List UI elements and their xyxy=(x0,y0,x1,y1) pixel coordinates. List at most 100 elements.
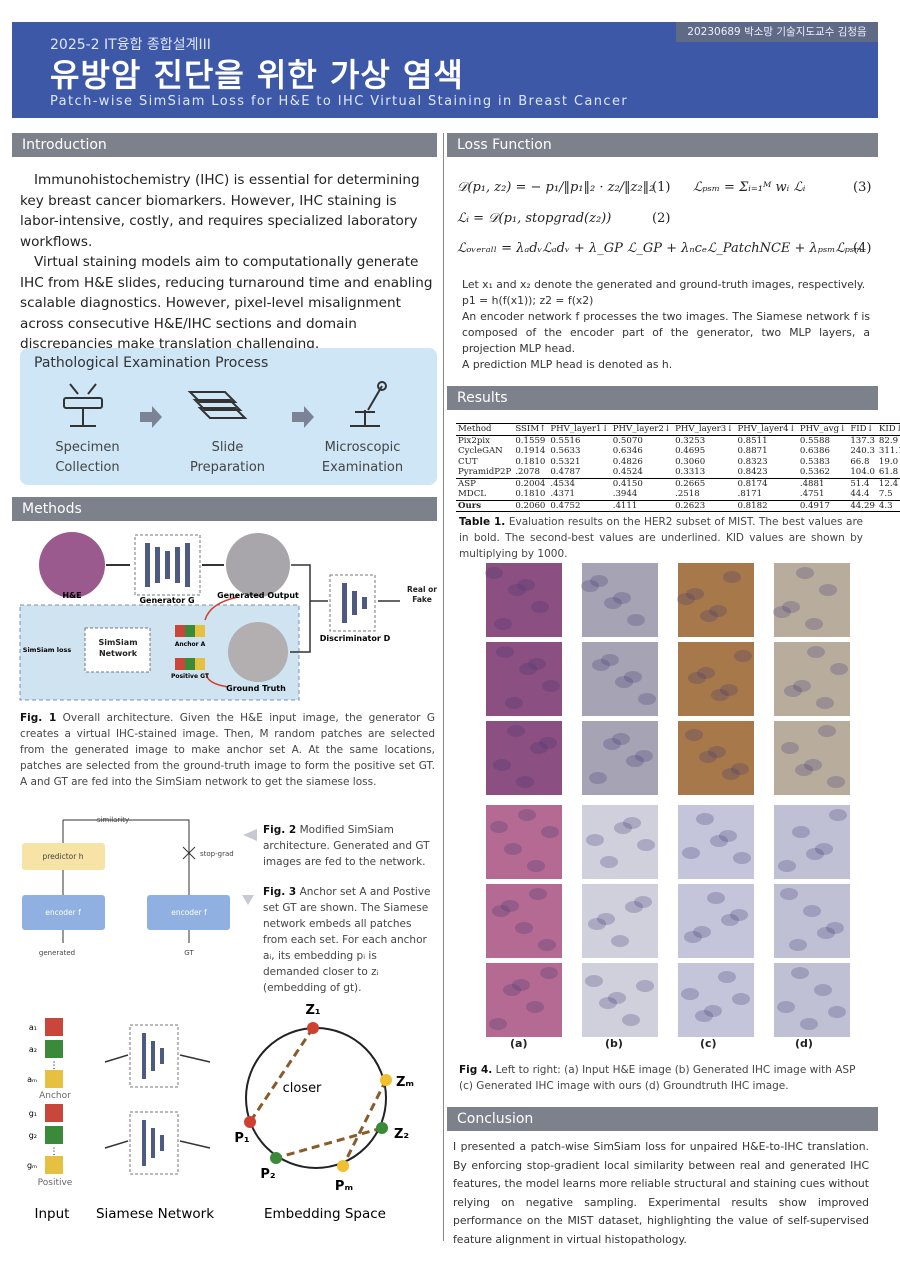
texture xyxy=(493,759,511,771)
table-cell: 19.0 xyxy=(878,456,899,467)
texture xyxy=(685,729,703,741)
caption-text: Overall architecture. Given the H&E inpu… xyxy=(20,712,435,788)
table-cell: 12.4 xyxy=(878,478,899,489)
embedding-figure: a₁ a₂ ⋮ aₘ Anchor g₁ g₂ ⋮ gₘ Positive cl… xyxy=(27,1003,414,1222)
image-tile xyxy=(486,721,562,795)
texture xyxy=(613,592,631,604)
texture xyxy=(829,809,847,821)
table-cell: 0.3253 xyxy=(675,435,706,446)
texture xyxy=(791,967,809,979)
table-cell: .8171 xyxy=(737,489,763,499)
label: g₁ xyxy=(29,1109,37,1118)
texture xyxy=(601,654,619,666)
texture xyxy=(722,768,740,780)
section-heading: Methods xyxy=(12,497,437,521)
table-cell: 0.1810 xyxy=(515,456,546,467)
texture xyxy=(707,892,725,904)
table-cell: 0.1559 xyxy=(515,435,546,446)
texture xyxy=(588,918,606,930)
texture xyxy=(526,1001,544,1013)
label: Pₘ xyxy=(335,1179,353,1194)
table-cell: 44.4 xyxy=(850,489,870,499)
image-tile xyxy=(678,805,754,879)
texture xyxy=(718,971,736,983)
table-header: Method SSIM↑ PHV_layer1↓ PHV_layer2↓ PHV_lay… xyxy=(456,423,900,435)
texture xyxy=(731,763,749,775)
table-cell: 0.4917 xyxy=(799,500,830,511)
equation-number: (3) xyxy=(853,180,872,195)
texture xyxy=(508,584,526,596)
process-step: Specimen Collection xyxy=(55,440,120,475)
texture xyxy=(697,667,715,679)
texture xyxy=(816,697,834,709)
label: Zₘ xyxy=(396,1075,414,1090)
image-tile xyxy=(582,884,658,958)
image-tile xyxy=(774,884,850,958)
texture xyxy=(784,685,802,697)
table-cell: 0.8323 xyxy=(737,456,768,467)
subtitle: Patch-wise SimSiam Loss for H&E to IHC V… xyxy=(50,94,629,109)
texture xyxy=(709,605,727,617)
table-cell: 7.5 xyxy=(878,489,893,499)
texture xyxy=(496,646,514,658)
table-cell: 104.0 xyxy=(850,467,875,477)
methods-figures: H&E Generator G Generated Output Real or… xyxy=(19,532,437,957)
texture xyxy=(773,606,791,618)
table-cell: 0.8423 xyxy=(737,467,768,477)
caption-text: Left to right: (a) Input H&E image (b) G… xyxy=(459,1064,856,1092)
image-tile xyxy=(678,642,754,716)
image-tile xyxy=(582,721,658,795)
texture xyxy=(489,1018,507,1030)
texture xyxy=(529,888,547,900)
texture xyxy=(637,839,655,851)
texture xyxy=(777,1001,795,1013)
texture xyxy=(734,650,752,662)
texture xyxy=(627,614,645,626)
texture xyxy=(693,926,711,938)
fig2-caption: Fig. 2 Modified SimSiam architecture. Ge… xyxy=(263,822,435,870)
texture xyxy=(614,822,632,834)
texture xyxy=(699,751,717,763)
label: gₘ xyxy=(27,1161,37,1170)
texture xyxy=(818,725,836,737)
texture xyxy=(611,935,629,947)
texture xyxy=(684,931,702,943)
image-tile xyxy=(678,563,754,637)
image-tile xyxy=(486,805,562,879)
texture xyxy=(608,992,626,1004)
label: Anchor A xyxy=(175,641,206,648)
results-table: Method SSIM↑ PHV_layer1↓ PHV_layer2↓ PHV_lay… xyxy=(456,423,900,512)
texture xyxy=(792,826,810,838)
label: aₘ xyxy=(27,1075,37,1084)
texture xyxy=(708,746,726,758)
equation: ℒᵢ = 𝒟(p₁, stopgrad(z₂)) xyxy=(457,211,612,226)
table-cell: 0.6346 xyxy=(612,446,643,456)
texture xyxy=(719,830,737,842)
image-tile xyxy=(582,963,658,1037)
texture xyxy=(682,847,700,859)
table-row: CycleGAN 0.1914 0.5633 0.6346 0.4695 0.8871 0.… xyxy=(456,446,900,457)
label: a₂ xyxy=(29,1045,37,1054)
caption-label: Fig. 3 xyxy=(263,886,297,898)
fig4-images xyxy=(485,563,850,1037)
table-row: Ours 0.2060 0.4752 .4111 0.2623 0.8182 0.4917 4… xyxy=(456,500,900,512)
fig3-caption: Fig. 3 Anchor set A and Postive set GT a… xyxy=(263,884,435,996)
texture xyxy=(723,571,741,583)
label: Real or Fake xyxy=(407,585,437,604)
table-cell: 0.2060 xyxy=(515,500,546,511)
intro-text: Immunohistochemistry (IHC) is essential … xyxy=(20,170,435,355)
texture xyxy=(796,567,814,579)
table-cell: 44.29 xyxy=(850,500,875,511)
text-line: A prediction MLP head is denoted as h. xyxy=(462,358,673,371)
texture xyxy=(696,813,714,825)
table-cell: .2078 xyxy=(515,467,540,477)
image-tile xyxy=(582,805,658,879)
table-cell: SSIM↑ xyxy=(515,424,547,434)
label: H&E xyxy=(62,591,81,600)
texture xyxy=(504,843,522,855)
label: Discriminator D xyxy=(320,634,391,643)
texture xyxy=(512,979,530,991)
texture xyxy=(828,1006,846,1018)
table-cell: .4111 xyxy=(612,500,638,511)
texture xyxy=(710,835,728,847)
